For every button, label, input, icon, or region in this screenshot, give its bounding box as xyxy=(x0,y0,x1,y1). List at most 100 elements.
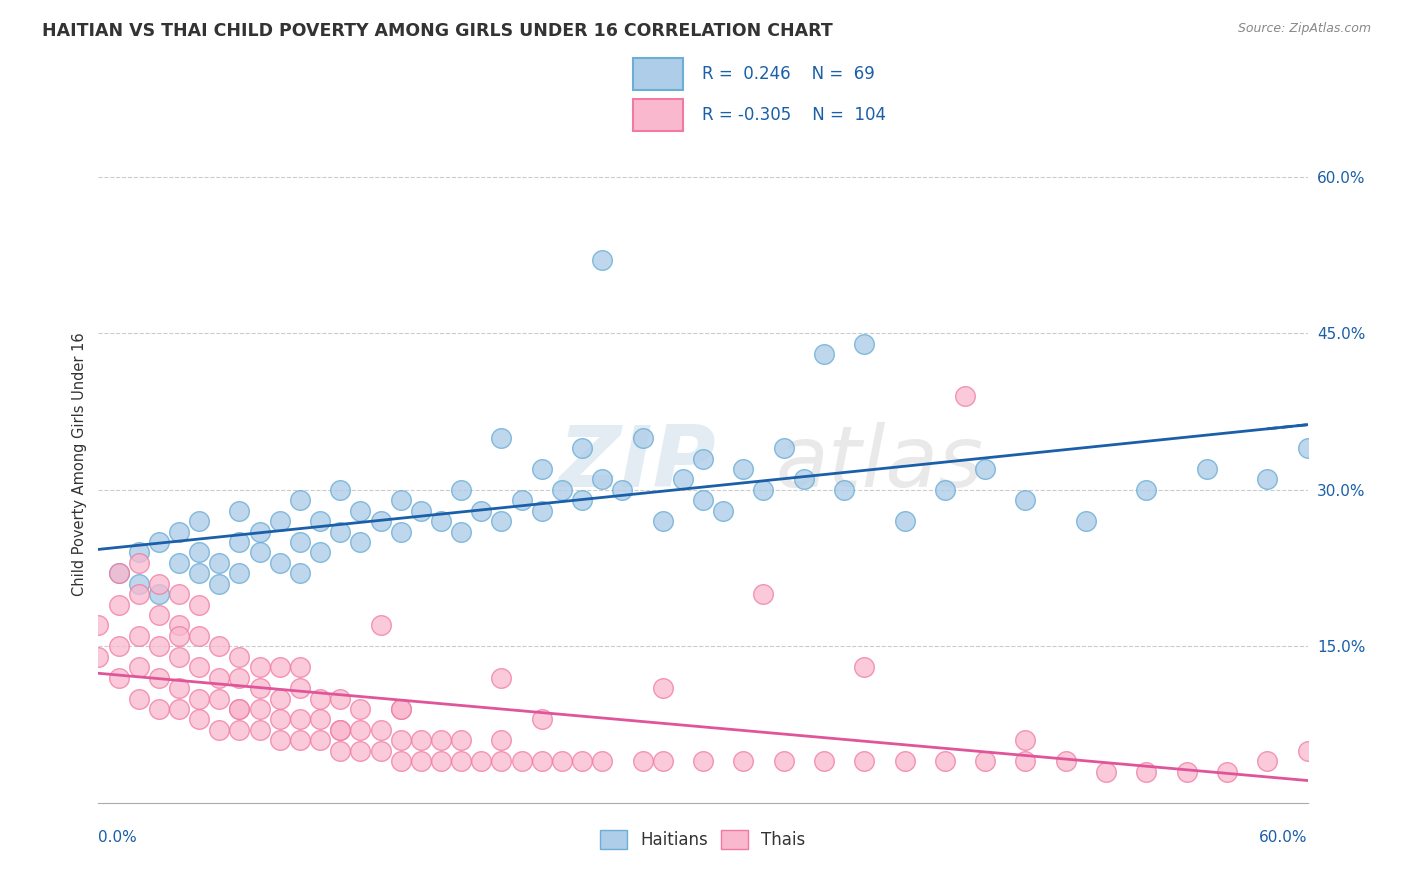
Point xyxy=(167,556,190,570)
Point xyxy=(228,723,250,737)
Point xyxy=(188,691,211,706)
Point xyxy=(288,493,311,508)
Point xyxy=(491,754,513,768)
FancyBboxPatch shape xyxy=(633,58,683,90)
Point xyxy=(148,702,170,716)
Point xyxy=(228,702,250,716)
Point xyxy=(733,754,755,768)
Point xyxy=(772,754,794,768)
Point xyxy=(309,691,332,706)
Point xyxy=(1135,483,1157,497)
Point xyxy=(853,754,876,768)
Point xyxy=(208,723,231,737)
Point xyxy=(269,556,291,570)
Point xyxy=(551,754,574,768)
Point xyxy=(309,712,332,726)
Point xyxy=(249,723,271,737)
Point xyxy=(430,733,453,747)
Point xyxy=(389,493,412,508)
Point xyxy=(571,493,593,508)
Point xyxy=(974,754,997,768)
Point xyxy=(148,535,170,549)
Point xyxy=(510,754,533,768)
Point xyxy=(188,660,211,674)
Point xyxy=(450,483,472,497)
Text: 0.0%: 0.0% xyxy=(98,830,138,845)
Point xyxy=(853,337,876,351)
Point xyxy=(128,691,150,706)
Point xyxy=(389,754,412,768)
Point xyxy=(107,640,129,654)
Point xyxy=(934,754,956,768)
Point xyxy=(349,744,371,758)
Point xyxy=(249,545,271,559)
Point xyxy=(389,702,412,716)
Point xyxy=(249,702,271,716)
Point xyxy=(692,754,714,768)
Point xyxy=(128,587,150,601)
Point xyxy=(167,629,190,643)
Point xyxy=(128,660,150,674)
Point xyxy=(813,347,835,361)
Legend: Haitians, Thais: Haitians, Thais xyxy=(593,823,813,855)
Point xyxy=(370,618,392,632)
Point xyxy=(1216,764,1239,779)
Point xyxy=(87,649,110,664)
Point xyxy=(389,524,412,539)
Point xyxy=(692,493,714,508)
Point xyxy=(450,733,472,747)
Point xyxy=(409,733,432,747)
Point xyxy=(249,681,271,695)
Text: R =  0.246    N =  69: R = 0.246 N = 69 xyxy=(703,65,875,83)
Point xyxy=(430,754,453,768)
Point xyxy=(208,640,231,654)
Point xyxy=(107,566,129,581)
Point xyxy=(188,712,211,726)
Point xyxy=(148,576,170,591)
Point xyxy=(288,681,311,695)
Point xyxy=(370,514,392,528)
Point xyxy=(530,754,553,768)
Point xyxy=(107,566,129,581)
Point xyxy=(832,483,855,497)
Point xyxy=(409,504,432,518)
Point xyxy=(1014,754,1036,768)
Point xyxy=(1296,441,1319,455)
Point xyxy=(733,462,755,476)
Point xyxy=(208,576,231,591)
Point xyxy=(329,524,352,539)
Point xyxy=(349,504,371,518)
Y-axis label: Child Poverty Among Girls Under 16: Child Poverty Among Girls Under 16 xyxy=(72,332,87,596)
Point xyxy=(167,618,190,632)
Point xyxy=(430,514,453,528)
Point xyxy=(269,514,291,528)
Point xyxy=(288,535,311,549)
Text: Source: ZipAtlas.com: Source: ZipAtlas.com xyxy=(1237,22,1371,36)
Text: 60.0%: 60.0% xyxy=(1260,830,1308,845)
Point xyxy=(128,545,150,559)
Point xyxy=(651,754,673,768)
Point xyxy=(813,754,835,768)
Point xyxy=(1195,462,1218,476)
Point xyxy=(329,723,352,737)
Point xyxy=(530,504,553,518)
Point xyxy=(491,431,513,445)
Point xyxy=(491,733,513,747)
Point xyxy=(128,629,150,643)
Point xyxy=(309,514,332,528)
Point xyxy=(1054,754,1077,768)
Point xyxy=(893,514,915,528)
Text: atlas: atlas xyxy=(776,422,984,506)
Point xyxy=(269,733,291,747)
Point xyxy=(167,587,190,601)
Point xyxy=(288,660,311,674)
Point xyxy=(167,524,190,539)
Point xyxy=(450,754,472,768)
Point xyxy=(188,629,211,643)
Point xyxy=(389,702,412,716)
Point xyxy=(349,723,371,737)
Point xyxy=(128,556,150,570)
Point xyxy=(329,483,352,497)
Point xyxy=(288,566,311,581)
Point xyxy=(1175,764,1198,779)
